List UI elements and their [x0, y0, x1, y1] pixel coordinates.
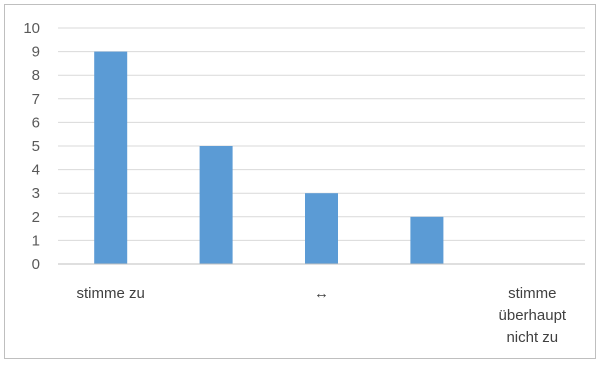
x-category-label: nicht zu	[506, 329, 558, 346]
bar-3	[305, 193, 338, 264]
y-tick-label: 3	[32, 185, 40, 202]
x-category-label: überhaupt	[499, 307, 567, 324]
bar-4	[410, 216, 444, 264]
y-tick-label: 8	[32, 67, 40, 84]
bar-2	[199, 146, 233, 264]
x-axis-labels: stimme zu ↔ stimme überhaupt nicht zu	[77, 285, 567, 346]
x-category-label: ↔	[314, 285, 329, 302]
y-tick-label: 2	[32, 209, 40, 226]
y-tick-label: 4	[32, 162, 40, 179]
y-tick-label: 6	[32, 114, 40, 131]
y-tick-label: 7	[32, 91, 40, 108]
y-tick-label: 1	[32, 232, 40, 249]
x-category-label: stimme zu	[77, 285, 145, 302]
x-category-label: stimme	[508, 285, 556, 302]
y-tick-label: 10	[23, 20, 40, 37]
y-tick-label: 5	[32, 138, 40, 155]
gridlines	[58, 27, 585, 241]
y-tick-label: 0	[32, 256, 40, 273]
bar-1	[94, 51, 128, 264]
y-tick-label: 9	[32, 44, 40, 61]
y-axis-ticks: 0 1 2 3 4 5 6 7 8 9 10	[23, 20, 40, 273]
bars	[94, 51, 444, 264]
